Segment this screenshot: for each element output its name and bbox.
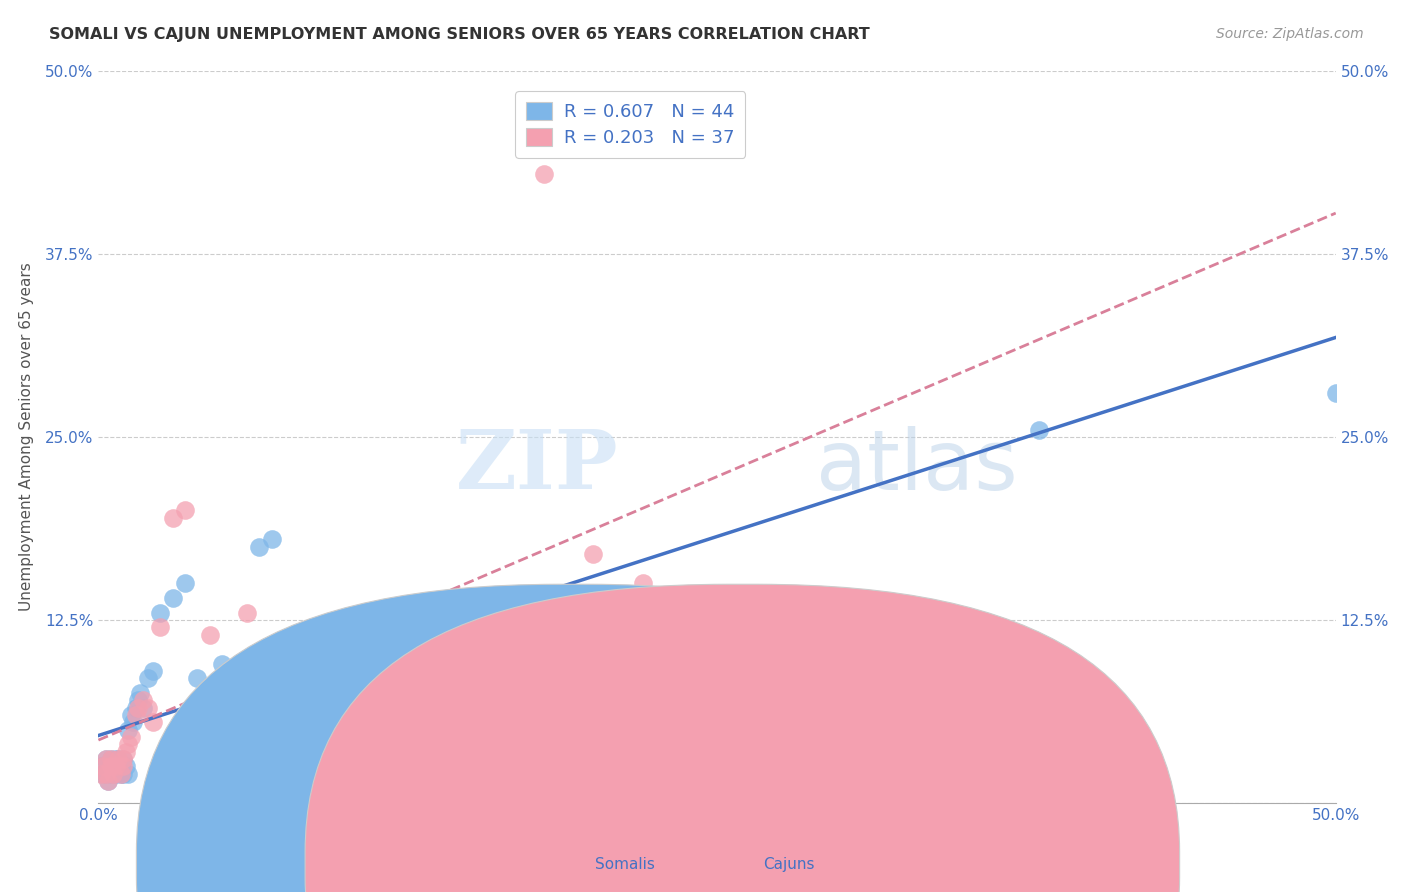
Point: [90, 759, 112, 773]
Point: [104, 766, 127, 780]
Text: ZIP: ZIP: [456, 426, 619, 507]
Point: [100, 766, 122, 780]
Point: [97, 759, 120, 773]
Point: [236, 679, 259, 693]
Point: [309, 679, 332, 693]
Point: [335, 686, 357, 700]
Point: [100, 752, 122, 766]
Point: [132, 700, 155, 714]
Point: [107, 752, 129, 766]
Text: Somalis: Somalis: [595, 857, 655, 871]
Point: [142, 715, 165, 730]
Point: [107, 759, 129, 773]
Point: [100, 759, 122, 773]
Point: [224, 693, 246, 707]
Point: [136, 672, 159, 686]
Point: [114, 759, 136, 773]
Point: [129, 686, 152, 700]
Point: [1028, 423, 1050, 437]
Point: [132, 693, 155, 707]
Point: [285, 679, 308, 693]
Point: [97, 773, 120, 788]
Point: [100, 752, 122, 766]
Point: [533, 167, 555, 181]
Point: [458, 679, 481, 693]
Point: [93, 766, 115, 780]
Point: [1324, 386, 1347, 401]
Point: [94, 752, 117, 766]
Point: [103, 766, 125, 780]
Point: [122, 715, 145, 730]
Point: [94, 766, 117, 780]
Point: [186, 672, 208, 686]
Text: SOMALI VS CAJUN UNEMPLOYMENT AMONG SENIORS OVER 65 YEARS CORRELATION CHART: SOMALI VS CAJUN UNEMPLOYMENT AMONG SENIO…: [49, 27, 870, 42]
Point: [110, 759, 132, 773]
Point: [104, 752, 127, 766]
Point: [224, 686, 246, 700]
Point: [174, 576, 197, 591]
Point: [112, 752, 135, 766]
Point: [104, 759, 127, 773]
Point: [124, 708, 146, 723]
Point: [186, 700, 208, 714]
Point: [211, 657, 233, 671]
Point: [90, 766, 112, 780]
Point: [706, 591, 728, 605]
Point: [309, 693, 332, 707]
Point: [211, 708, 233, 723]
Point: [127, 693, 149, 707]
Point: [97, 773, 120, 788]
Text: atlas: atlas: [815, 425, 1018, 507]
Point: [103, 759, 125, 773]
Point: [582, 547, 605, 561]
Point: [127, 700, 149, 714]
Point: [162, 510, 184, 524]
Point: [103, 766, 125, 780]
Point: [198, 627, 221, 641]
Point: [117, 766, 139, 780]
Point: [117, 723, 139, 737]
Point: [120, 730, 142, 744]
Point: [107, 752, 129, 766]
Point: [94, 766, 117, 780]
Point: [112, 766, 135, 780]
Point: [149, 606, 172, 620]
Point: [162, 591, 184, 605]
Point: [384, 686, 406, 700]
Text: Cajuns: Cajuns: [763, 857, 815, 871]
Point: [124, 700, 146, 714]
Point: [149, 620, 172, 634]
Point: [93, 759, 115, 773]
Point: [174, 503, 197, 517]
Point: [112, 759, 135, 773]
Point: [114, 745, 136, 759]
Point: [236, 606, 259, 620]
Point: [384, 606, 406, 620]
Text: Source: ZipAtlas.com: Source: ZipAtlas.com: [1216, 27, 1364, 41]
Y-axis label: Unemployment Among Seniors over 65 years: Unemployment Among Seniors over 65 years: [18, 263, 34, 611]
Point: [94, 752, 117, 766]
Point: [260, 533, 283, 547]
Point: [117, 737, 139, 751]
Point: [247, 540, 270, 554]
Point: [110, 766, 132, 780]
Point: [110, 766, 132, 780]
Legend: R = 0.607   N = 44, R = 0.203   N = 37: R = 0.607 N = 44, R = 0.203 N = 37: [516, 91, 745, 158]
Point: [136, 700, 159, 714]
Point: [142, 664, 165, 678]
Point: [285, 672, 308, 686]
Point: [631, 576, 654, 591]
Point: [112, 752, 135, 766]
Point: [120, 708, 142, 723]
